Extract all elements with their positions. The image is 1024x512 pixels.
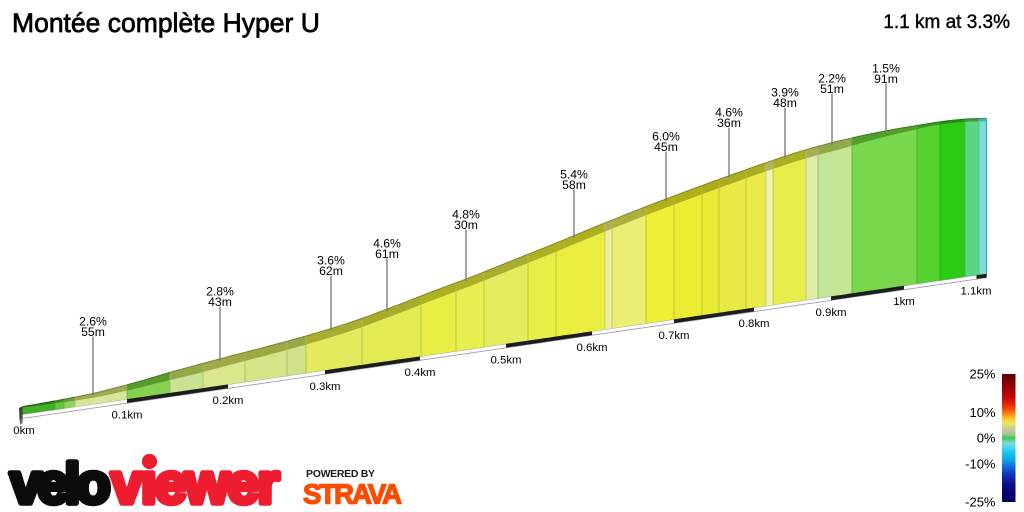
svg-text:58m: 58m bbox=[562, 178, 586, 192]
svg-text:3.9%: 3.9% bbox=[771, 86, 799, 100]
svg-text:55m: 55m bbox=[81, 325, 105, 339]
svg-text:2.2%: 2.2% bbox=[818, 72, 846, 86]
svg-text:0.4km: 0.4km bbox=[404, 367, 435, 379]
svg-text:0.6km: 0.6km bbox=[576, 342, 607, 354]
svg-text:1.1km: 1.1km bbox=[960, 286, 991, 298]
svg-text:0.2km: 0.2km bbox=[212, 395, 243, 407]
svg-text:45m: 45m bbox=[654, 140, 678, 154]
svg-text:0km: 0km bbox=[13, 425, 35, 437]
svg-text:4.6%: 4.6% bbox=[715, 106, 743, 120]
svg-text:61m: 61m bbox=[375, 247, 399, 261]
svg-text:Montée complète Hyper U: Montée complète Hyper U bbox=[12, 8, 320, 38]
svg-text:1.1 km at 3.3%: 1.1 km at 3.3% bbox=[883, 12, 1010, 33]
svg-text:-10%: -10% bbox=[965, 456, 996, 471]
svg-text:1.5%: 1.5% bbox=[872, 62, 900, 76]
svg-text:1km: 1km bbox=[893, 296, 915, 308]
svg-text:62m: 62m bbox=[319, 264, 343, 278]
svg-text:0.5km: 0.5km bbox=[490, 354, 521, 366]
svg-text:91m: 91m bbox=[874, 72, 898, 86]
svg-text:0.8km: 0.8km bbox=[738, 318, 769, 330]
svg-text:10%: 10% bbox=[969, 405, 995, 420]
svg-text:5.4%: 5.4% bbox=[560, 168, 588, 182]
svg-text:STRAVA: STRAVA bbox=[303, 479, 402, 510]
svg-text:4.8%: 4.8% bbox=[452, 208, 480, 222]
svg-text:velo: velo bbox=[10, 452, 109, 512]
svg-text:4.6%: 4.6% bbox=[373, 237, 401, 251]
svg-text:0%: 0% bbox=[977, 431, 996, 446]
svg-text:2.8%: 2.8% bbox=[206, 285, 234, 299]
svg-text:25%: 25% bbox=[969, 367, 995, 382]
svg-text:0.9km: 0.9km bbox=[815, 307, 846, 319]
svg-text:0.1km: 0.1km bbox=[111, 410, 142, 422]
svg-text:30m: 30m bbox=[454, 218, 478, 232]
svg-text:POWERED BY: POWERED BY bbox=[306, 468, 375, 480]
svg-text:0.7km: 0.7km bbox=[658, 330, 689, 342]
svg-text:51m: 51m bbox=[820, 82, 844, 96]
svg-text:36m: 36m bbox=[717, 116, 741, 130]
svg-text:48m: 48m bbox=[773, 96, 797, 110]
svg-text:43m: 43m bbox=[208, 295, 232, 309]
svg-text:vıewer: vıewer bbox=[111, 452, 279, 512]
svg-text:2.6%: 2.6% bbox=[79, 315, 107, 329]
svg-text:6.0%: 6.0% bbox=[652, 130, 680, 144]
svg-text:-25%: -25% bbox=[965, 495, 996, 510]
svg-text:3.6%: 3.6% bbox=[317, 254, 345, 268]
svg-text:0.3km: 0.3km bbox=[309, 381, 340, 393]
